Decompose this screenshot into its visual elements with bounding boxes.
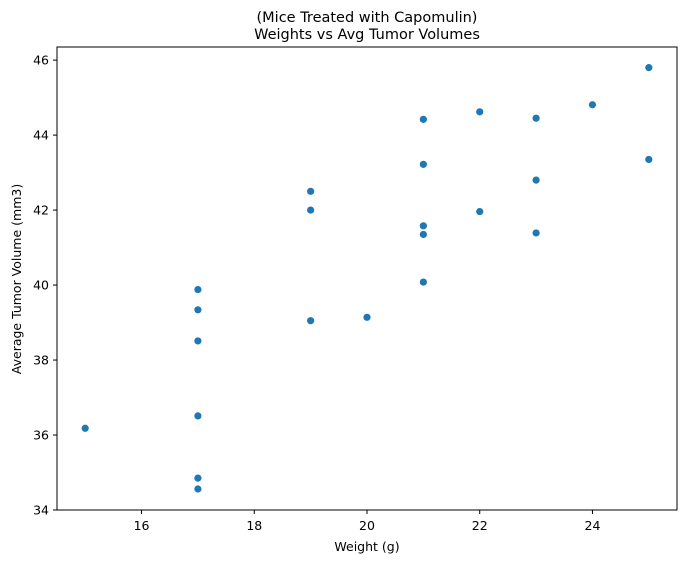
data-point	[194, 412, 202, 420]
y-tick-label: 36	[33, 428, 49, 443]
data-point	[532, 114, 540, 122]
x-tick-label: 24	[585, 518, 601, 533]
data-point	[194, 306, 202, 314]
plot-area	[56, 46, 678, 511]
data-point	[419, 278, 427, 286]
y-tick-label: 46	[33, 53, 49, 68]
data-point	[419, 222, 427, 230]
data-point	[194, 285, 202, 294]
data-point	[476, 108, 484, 116]
data-point	[307, 206, 315, 214]
data-point	[645, 64, 653, 72]
data-point	[419, 160, 427, 168]
data-point	[476, 207, 484, 216]
y-tick-label: 42	[33, 203, 49, 218]
data-points	[81, 64, 653, 493]
x-tick-label: 18	[246, 518, 262, 533]
x-tick-label: 16	[134, 518, 150, 533]
data-point	[194, 474, 202, 482]
chart-subtitle: Weights vs Avg Tumor Volumes	[254, 27, 480, 43]
y-axis: 34 36 38 40 42 44 46	[33, 53, 57, 518]
data-point	[419, 230, 427, 239]
data-point	[532, 176, 540, 184]
data-point	[307, 317, 315, 325]
x-axis: 16 18 20 22 24	[134, 510, 601, 533]
y-tick-label: 40	[33, 278, 49, 293]
y-tick-label: 34	[33, 503, 49, 518]
data-point	[363, 313, 371, 321]
data-point	[194, 485, 202, 493]
x-tick-label: 20	[359, 518, 375, 533]
data-point	[307, 187, 315, 195]
plot-frame	[56, 46, 678, 511]
x-tick-label: 22	[472, 518, 488, 533]
y-axis-label: Average Tumor Volume (mm3)	[9, 184, 24, 374]
chart-title: (Mice Treated with Capomulin)	[257, 10, 478, 26]
x-axis-label: Weight (g)	[334, 539, 399, 554]
y-tick-label: 38	[33, 353, 49, 368]
data-point	[419, 115, 427, 123]
data-point	[645, 155, 653, 164]
y-tick-label: 44	[33, 128, 49, 143]
data-point	[194, 337, 202, 345]
data-point	[81, 424, 89, 432]
data-point	[532, 229, 540, 237]
data-point	[588, 101, 597, 109]
